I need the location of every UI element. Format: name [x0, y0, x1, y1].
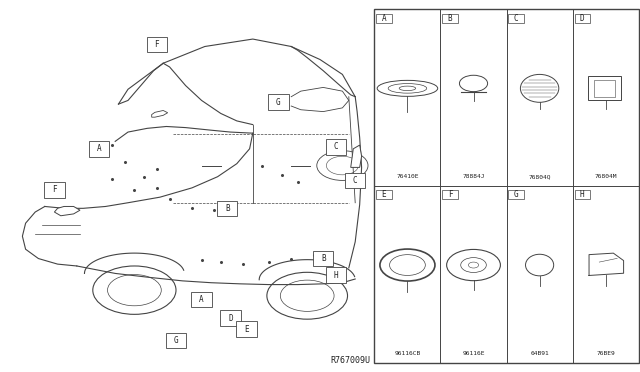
- Polygon shape: [54, 206, 80, 216]
- Text: 78884J: 78884J: [462, 174, 484, 179]
- Text: B: B: [448, 14, 452, 23]
- Text: 76BE9: 76BE9: [596, 351, 615, 356]
- Text: E: E: [244, 325, 249, 334]
- Text: A: A: [97, 144, 102, 153]
- Bar: [374, 9, 639, 363]
- FancyBboxPatch shape: [345, 173, 365, 188]
- Text: D: D: [228, 314, 233, 323]
- Text: H: H: [333, 271, 339, 280]
- Text: 96116CB: 96116CB: [394, 351, 420, 356]
- Text: F: F: [52, 185, 57, 194]
- FancyBboxPatch shape: [217, 201, 237, 216]
- Text: 96116E: 96116E: [462, 351, 484, 356]
- Text: D: D: [580, 14, 584, 23]
- FancyBboxPatch shape: [220, 310, 241, 326]
- FancyBboxPatch shape: [326, 139, 346, 155]
- FancyBboxPatch shape: [236, 321, 257, 337]
- Text: B: B: [321, 254, 326, 263]
- FancyBboxPatch shape: [326, 267, 346, 283]
- Polygon shape: [351, 145, 362, 167]
- FancyBboxPatch shape: [268, 94, 289, 110]
- Text: C: C: [353, 176, 358, 185]
- Text: B: B: [225, 204, 230, 213]
- Text: F: F: [448, 190, 452, 199]
- FancyBboxPatch shape: [147, 37, 167, 52]
- Text: 76804Q: 76804Q: [529, 174, 551, 179]
- Text: F: F: [154, 40, 159, 49]
- FancyBboxPatch shape: [44, 182, 65, 198]
- Text: C: C: [333, 142, 339, 151]
- Text: A: A: [199, 295, 204, 304]
- Text: 76410E: 76410E: [396, 174, 419, 179]
- Text: G: G: [276, 98, 281, 107]
- Text: A: A: [381, 14, 387, 23]
- Text: H: H: [580, 190, 584, 199]
- FancyBboxPatch shape: [313, 251, 333, 266]
- Text: 76804M: 76804M: [595, 174, 617, 179]
- Bar: [588, 76, 621, 100]
- FancyBboxPatch shape: [166, 333, 186, 348]
- Bar: [594, 80, 615, 97]
- Text: R767009U: R767009U: [330, 356, 370, 365]
- Text: C: C: [514, 14, 518, 23]
- FancyBboxPatch shape: [89, 141, 109, 157]
- Polygon shape: [152, 110, 168, 117]
- Text: 64B91: 64B91: [530, 351, 549, 356]
- Text: G: G: [173, 336, 179, 345]
- Text: E: E: [381, 190, 387, 199]
- Text: G: G: [514, 190, 518, 199]
- FancyBboxPatch shape: [191, 292, 212, 307]
